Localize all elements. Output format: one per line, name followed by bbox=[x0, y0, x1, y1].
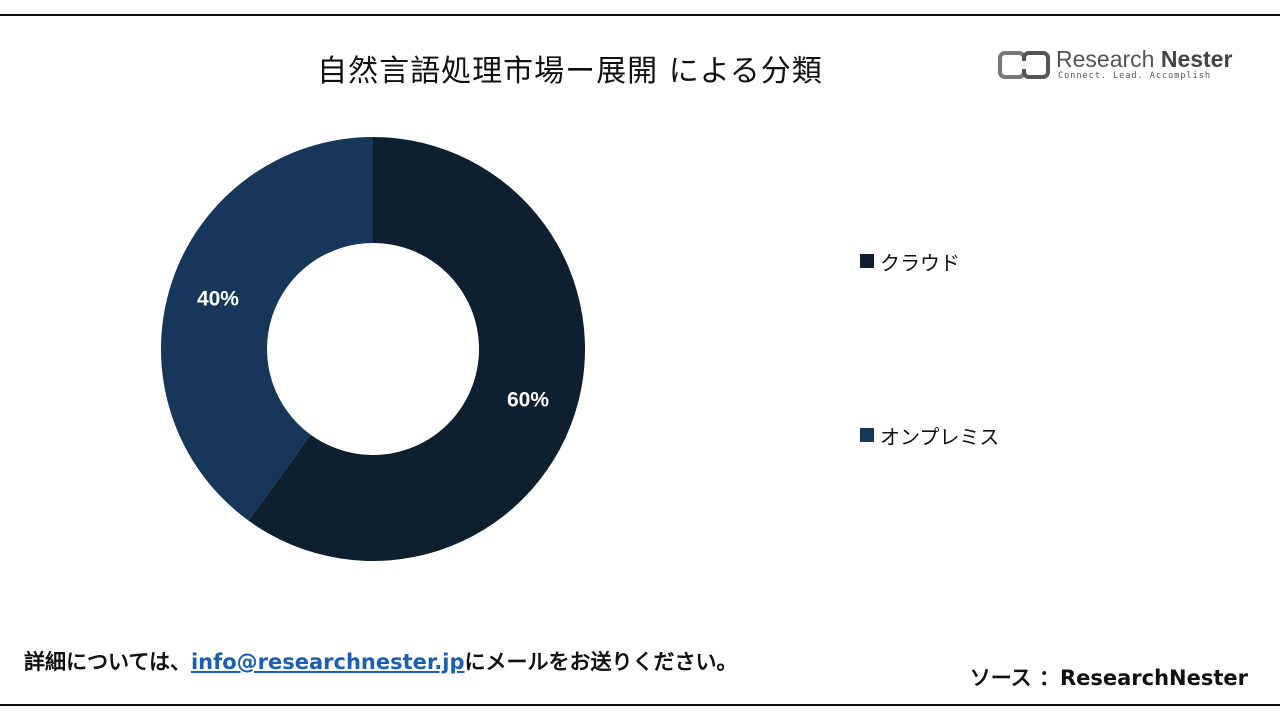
contact-note: 詳細については、info@researchnester.jpにメールをお送りくだ… bbox=[24, 646, 737, 676]
legend-swatch-cloud bbox=[860, 254, 874, 268]
logo-brand: Research Nester bbox=[1056, 46, 1232, 73]
logo-brand-bold: Nester bbox=[1160, 46, 1233, 72]
legend-item-cloud: クラウド bbox=[860, 248, 999, 275]
chart-title: 自然言語処理市場ー展開 による分類 bbox=[317, 54, 823, 89]
source-note: ソース ：ResearchNester bbox=[969, 666, 1248, 690]
donut-slice-on-premise bbox=[161, 137, 373, 521]
contact-email-link[interactable]: info@researchnester.jp bbox=[190, 650, 465, 674]
legend: クラウド オンプレミス bbox=[860, 248, 999, 596]
legend-item-on-premise: オンプレミス bbox=[860, 422, 1000, 449]
contact-prefix: 詳細については、 bbox=[24, 650, 191, 674]
bottom-rule bbox=[0, 704, 1280, 706]
logo-brand-light: Research bbox=[1056, 46, 1161, 72]
top-rule bbox=[0, 14, 1280, 16]
logo-tagline: Connect. Lead. Accomplish bbox=[1058, 71, 1211, 81]
data-label-cloud: 60% bbox=[507, 388, 549, 411]
logo-mark-icon bbox=[998, 51, 1050, 79]
legend-label-cloud: クラウド bbox=[880, 250, 960, 275]
contact-suffix: にメールをお送りください。 bbox=[464, 650, 738, 674]
legend-label-on-premise: オンプレミス bbox=[880, 424, 1000, 449]
donut-slice-cloud bbox=[248, 137, 585, 561]
legend-swatch-on-premise bbox=[860, 428, 874, 442]
research-nester-logo: Research Nester Connect. Lead. Accomplis… bbox=[998, 46, 1232, 88]
donut-chart: 60% 40% bbox=[161, 137, 585, 561]
data-label-on-premise: 40% bbox=[197, 288, 239, 311]
